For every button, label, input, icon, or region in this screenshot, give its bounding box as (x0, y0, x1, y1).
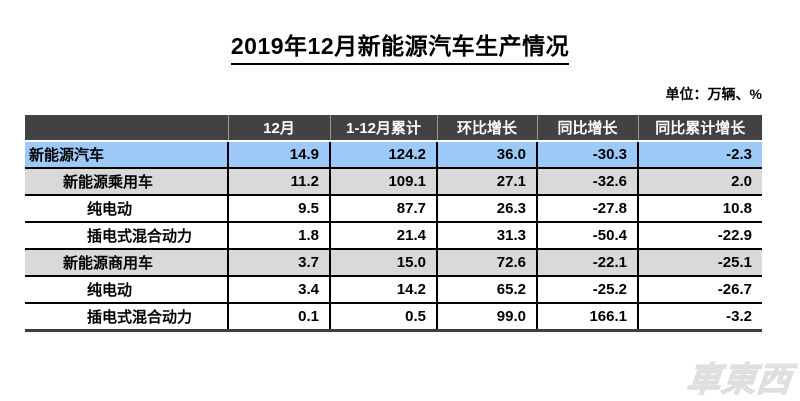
row-label: 插电式混合动力 (25, 221, 228, 249)
cell-value: 0.5 (329, 302, 437, 332)
page-title-container: 2019年12月新能源汽车生产情况 (0, 27, 800, 65)
cell-value: -25.1 (637, 248, 762, 276)
table-row-commercial-phev: 插电式混合动力 0.1 0.5 99.0 166.1 -3.2 (25, 302, 762, 332)
table-row-passenger-bev: 纯电动 9.5 87.7 26.3 -27.8 10.8 (25, 194, 762, 222)
cell-value: 21.4 (329, 221, 437, 249)
column-header-yoy-growth: 同比增长 (536, 115, 638, 142)
table-row-commercial: 新能源商用车 3.7 15.0 72.6 -22.1 -25.1 (25, 248, 762, 276)
cell-value: 99.0 (436, 302, 537, 332)
cell-value: 11.2 (227, 167, 330, 195)
cell-value: -26.7 (637, 275, 762, 303)
cell-value: 27.1 (436, 167, 537, 195)
cell-value: -50.4 (536, 221, 638, 249)
table-header-row: 12月 1-12月累计 环比增长 同比增长 同比累计增长 (25, 115, 762, 142)
cell-value: -2.3 (637, 141, 762, 168)
cell-value: 26.3 (436, 194, 537, 222)
cell-value: 109.1 (329, 167, 437, 195)
cell-value: 15.0 (329, 248, 437, 276)
cell-value: -27.8 (536, 194, 638, 222)
cell-value: 0.1 (227, 302, 330, 332)
cell-value: 3.7 (227, 248, 330, 276)
table-row-passenger: 新能源乘用车 11.2 109.1 27.1 -32.6 2.0 (25, 167, 762, 195)
column-header-december: 12月 (227, 115, 330, 142)
table-row-commercial-bev: 纯电动 3.4 14.2 65.2 -25.2 -26.7 (25, 275, 762, 303)
cell-value: -25.2 (536, 275, 638, 303)
unit-label: 单位：万辆、% (665, 86, 762, 102)
cell-value: -22.9 (637, 221, 762, 249)
cell-value: 72.6 (436, 248, 537, 276)
cell-value: 3.4 (227, 275, 330, 303)
cell-value: 124.2 (329, 141, 437, 168)
row-label: 插电式混合动力 (25, 302, 228, 332)
row-label: 纯电动 (25, 194, 228, 222)
cell-value: 9.5 (227, 194, 330, 222)
chedongxi-watermark-logo: 車東西 (684, 360, 794, 399)
cell-value: -30.3 (536, 141, 638, 168)
cell-value: 1.8 (227, 221, 330, 249)
cell-value: 14.2 (329, 275, 437, 303)
column-header-yoy-ytd-growth: 同比累计增长 (637, 115, 762, 142)
cell-value: -3.2 (637, 302, 762, 332)
row-label: 新能源汽车 (25, 141, 228, 168)
row-label: 新能源乘用车 (25, 167, 228, 195)
cell-value: -22.1 (536, 248, 638, 276)
cell-value: 31.3 (436, 221, 537, 249)
row-label: 纯电动 (25, 275, 228, 303)
table-row-nev-total: 新能源汽车 14.9 124.2 36.0 -30.3 -2.3 (25, 141, 762, 168)
column-header-category (25, 115, 228, 142)
cell-value: 166.1 (536, 302, 638, 332)
table-row-passenger-phev: 插电式混合动力 1.8 21.4 31.3 -50.4 -22.9 (25, 221, 762, 249)
production-table: 12月 1-12月累计 环比增长 同比增长 同比累计增长 新能源汽车 14.9 … (25, 115, 762, 332)
page-title: 2019年12月新能源汽车生产情况 (230, 27, 570, 65)
column-header-ytd: 1-12月累计 (329, 115, 437, 142)
cell-value: 10.8 (637, 194, 762, 222)
row-label: 新能源商用车 (25, 248, 228, 276)
cell-value: 2.0 (637, 167, 762, 195)
cell-value: 14.9 (227, 141, 330, 168)
cell-value: 65.2 (436, 275, 537, 303)
cell-value: -32.6 (536, 167, 638, 195)
column-header-mom-growth: 环比增长 (436, 115, 537, 142)
cell-value: 36.0 (436, 141, 537, 168)
cell-value: 87.7 (329, 194, 437, 222)
